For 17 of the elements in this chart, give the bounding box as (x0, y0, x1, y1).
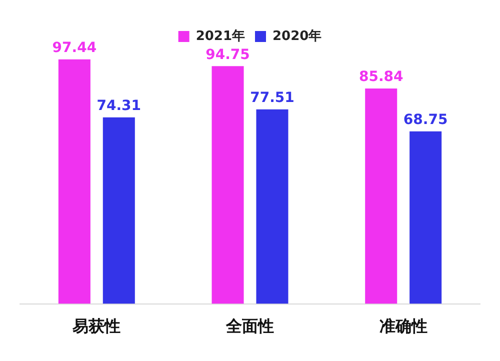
bar (58, 59, 90, 304)
data-label: 74.31 (96, 98, 142, 114)
bar (212, 66, 244, 304)
data-label: 68.75 (403, 112, 448, 128)
data-label: 77.51 (250, 90, 294, 106)
legend-label: 2021年 (196, 28, 246, 44)
data-label: 94.75 (206, 46, 250, 63)
bar (410, 131, 442, 304)
bar (365, 88, 398, 304)
data-label: 97.44 (52, 40, 97, 56)
x-tick-label: 全面性 (225, 316, 274, 336)
data-label: 85.84 (358, 69, 404, 86)
x-tick-label: 易获性 (72, 316, 121, 336)
x-tick-label: 准确性 (379, 316, 428, 336)
bar (102, 117, 135, 304)
bar (256, 109, 288, 304)
legend-label: 2020年 (272, 28, 322, 44)
